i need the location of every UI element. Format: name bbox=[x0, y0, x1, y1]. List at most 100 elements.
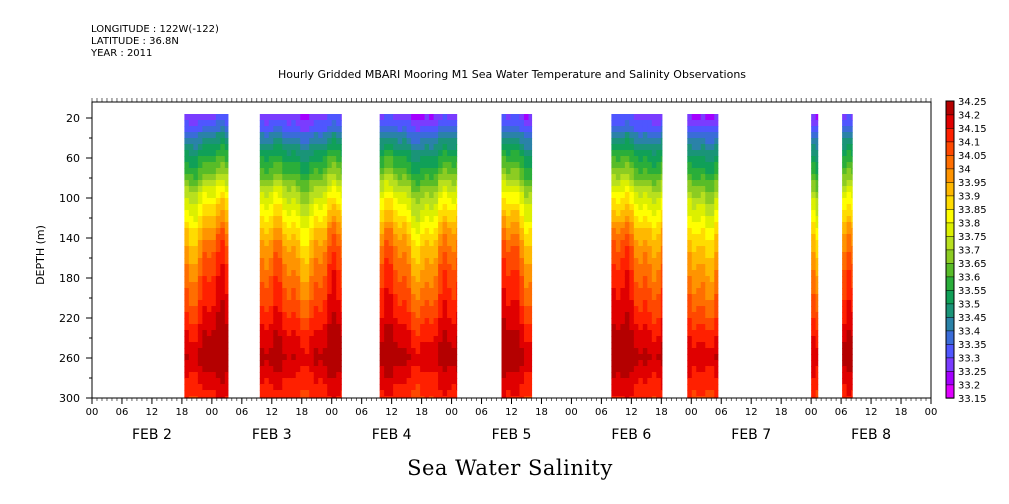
salinity-cell bbox=[215, 192, 221, 199]
salinity-cell bbox=[411, 336, 417, 343]
salinity-cell bbox=[510, 372, 516, 379]
salinity-cell bbox=[327, 390, 333, 397]
salinity-cell bbox=[709, 348, 715, 355]
salinity-cell bbox=[501, 252, 507, 259]
salinity-cell bbox=[696, 234, 702, 241]
salinity-cell bbox=[506, 300, 512, 307]
salinity-cell bbox=[282, 162, 288, 169]
salinity-cell bbox=[206, 378, 212, 385]
salinity-cell bbox=[393, 384, 399, 391]
salinity-cell bbox=[519, 294, 525, 301]
salinity-cell bbox=[611, 126, 617, 133]
salinity-cell bbox=[268, 228, 274, 235]
salinity-cell bbox=[447, 222, 453, 229]
salinity-cell bbox=[624, 204, 630, 211]
salinity-cell bbox=[429, 372, 435, 379]
salinity-cell bbox=[515, 138, 521, 145]
salinity-cell bbox=[331, 258, 337, 265]
salinity-cell bbox=[429, 198, 435, 205]
salinity-cell bbox=[188, 366, 194, 373]
salinity-cell bbox=[402, 312, 408, 319]
salinity-cell bbox=[624, 198, 630, 205]
salinity-cell bbox=[336, 222, 342, 229]
salinity-cell bbox=[456, 192, 458, 199]
salinity-cell bbox=[322, 216, 328, 223]
salinity-cell bbox=[402, 360, 408, 367]
salinity-cell bbox=[322, 366, 328, 373]
salinity-cell bbox=[300, 156, 306, 163]
salinity-cell bbox=[193, 366, 199, 373]
salinity-cell bbox=[309, 168, 315, 175]
salinity-cell bbox=[268, 186, 274, 193]
salinity-cell bbox=[647, 138, 653, 145]
salinity-cell bbox=[331, 354, 337, 361]
salinity-cell bbox=[624, 240, 630, 247]
salinity-cell bbox=[202, 168, 208, 175]
salinity-cell bbox=[846, 144, 852, 151]
salinity-cell bbox=[291, 354, 297, 361]
salinity-cell bbox=[611, 198, 617, 205]
salinity-cell bbox=[340, 174, 342, 181]
salinity-cell bbox=[447, 144, 453, 151]
salinity-cell bbox=[331, 132, 337, 139]
colorbar: 33.1533.233.2533.333.3533.433.4533.533.5… bbox=[945, 97, 987, 405]
salinity-cell bbox=[629, 348, 635, 355]
salinity-cell bbox=[815, 132, 819, 139]
salinity-cell bbox=[277, 204, 283, 211]
salinity-cell bbox=[406, 228, 412, 235]
salinity-cell bbox=[188, 372, 194, 379]
salinity-cell bbox=[660, 366, 663, 373]
salinity-cell bbox=[451, 300, 457, 307]
salinity-cell bbox=[429, 348, 435, 355]
salinity-cell bbox=[642, 240, 648, 247]
salinity-cell bbox=[224, 318, 229, 325]
salinity-cell bbox=[340, 126, 342, 133]
salinity-cell bbox=[656, 372, 662, 379]
salinity-cell bbox=[642, 192, 648, 199]
salinity-cell bbox=[340, 360, 342, 367]
salinity-cell bbox=[647, 174, 653, 181]
salinity-cell bbox=[851, 306, 853, 313]
salinity-cell bbox=[433, 396, 439, 399]
salinity-cell bbox=[528, 372, 533, 379]
salinity-cell bbox=[304, 222, 310, 229]
salinity-cell bbox=[300, 336, 306, 343]
salinity-cell bbox=[638, 354, 644, 361]
salinity-cell bbox=[815, 330, 819, 337]
salinity-cell bbox=[433, 138, 439, 145]
salinity-cell bbox=[415, 168, 421, 175]
salinity-cell bbox=[224, 198, 229, 205]
salinity-cell bbox=[304, 276, 310, 283]
salinity-cell bbox=[846, 174, 852, 181]
salinity-cell bbox=[220, 150, 226, 157]
salinity-cell bbox=[811, 168, 817, 175]
salinity-cell bbox=[696, 318, 702, 325]
salinity-cell bbox=[295, 126, 301, 133]
salinity-cell bbox=[709, 372, 715, 379]
salinity-cell bbox=[424, 288, 430, 295]
salinity-cell bbox=[451, 162, 457, 169]
salinity-cell bbox=[515, 150, 521, 157]
salinity-cell bbox=[523, 234, 530, 241]
salinity-cell bbox=[523, 384, 530, 391]
salinity-cell bbox=[851, 138, 853, 145]
salinity-cell bbox=[846, 378, 852, 385]
salinity-cell bbox=[402, 336, 408, 343]
salinity-cell bbox=[620, 384, 626, 391]
salinity-cell bbox=[651, 150, 657, 157]
salinity-cell bbox=[286, 330, 292, 337]
salinity-cell bbox=[388, 252, 394, 259]
salinity-cell bbox=[651, 246, 657, 253]
salinity-cell bbox=[687, 354, 693, 361]
salinity-cell bbox=[515, 276, 521, 283]
salinity-cell bbox=[202, 156, 208, 163]
salinity-cell bbox=[277, 234, 283, 241]
salinity-cell bbox=[447, 354, 453, 361]
salinity-cell bbox=[402, 144, 408, 151]
salinity-cell bbox=[295, 372, 301, 379]
salinity-cell bbox=[842, 228, 848, 235]
salinity-cell bbox=[656, 360, 662, 367]
salinity-cell bbox=[318, 222, 324, 229]
salinity-cell bbox=[184, 180, 190, 187]
salinity-cell bbox=[327, 282, 333, 289]
